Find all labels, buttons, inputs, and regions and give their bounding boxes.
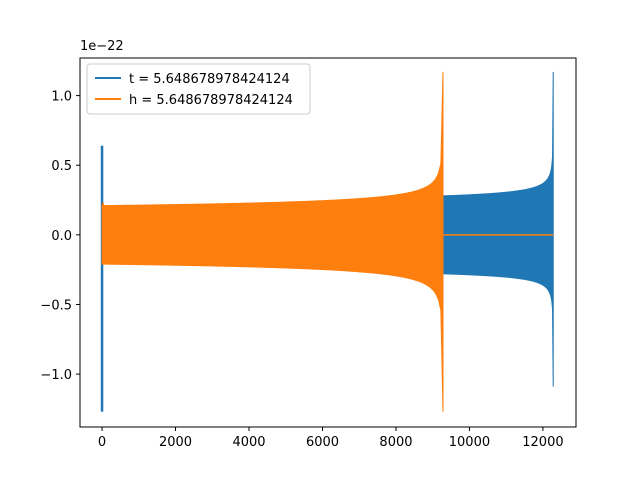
series-0 (100, 71, 554, 412)
y-tick-label: 0.5 (51, 159, 72, 174)
x-tick-label: 6000 (306, 435, 339, 450)
x-tick-label: 8000 (379, 435, 412, 450)
axes-frame (79, 57, 577, 428)
legend-box (86, 63, 311, 115)
y-offset-label: 1e−22 (80, 39, 124, 54)
legend: t = 5.648678978424124 h = 5.6486789784241… (86, 63, 311, 115)
legend-label: t = 5.648678978424124 (129, 72, 290, 87)
y-axis: 1.0 0.5 0.0 −0.5 −1.0 (40, 90, 80, 383)
y-tick-label: −1.0 (40, 368, 72, 383)
x-axis: 0 2000 4000 6000 8000 10000 12000 (98, 427, 564, 450)
series-1 (101, 71, 554, 412)
series-chirp-band (443, 71, 554, 387)
x-tick-label: 2000 (159, 435, 192, 450)
x-tick-label: 4000 (232, 435, 265, 450)
y-tick-label: −0.5 (40, 298, 72, 313)
series-chirp-band (101, 71, 444, 412)
legend-label: h = 5.648678978424124 (129, 93, 293, 108)
y-tick-label: 0.0 (51, 229, 72, 244)
x-tick-label: 0 (98, 435, 106, 450)
x-tick-label: 10000 (449, 435, 490, 450)
y-tick-label: 1.0 (51, 90, 72, 105)
plot-area (100, 71, 554, 412)
x-tick-label: 12000 (522, 435, 563, 450)
